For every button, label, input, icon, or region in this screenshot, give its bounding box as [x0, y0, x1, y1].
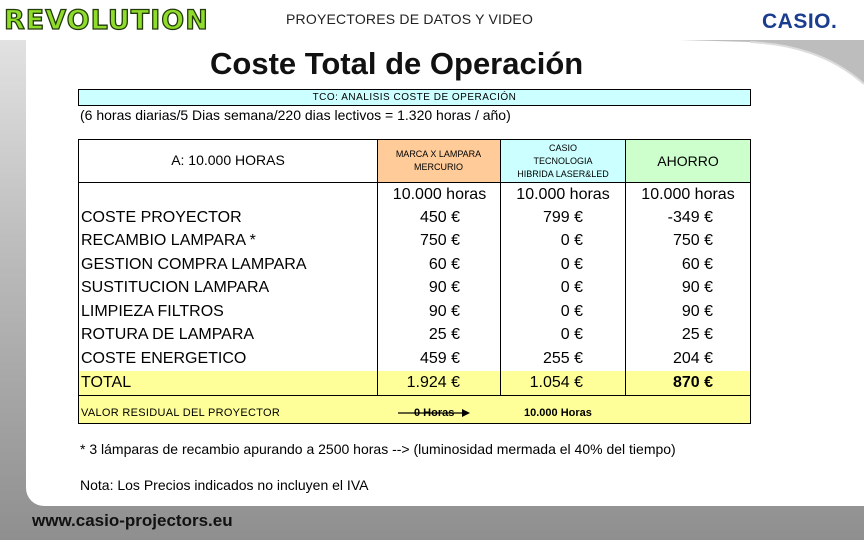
table-row: RECAMBIO LAMPARA * 750 € 0 € 750 € — [78, 229, 751, 252]
table-row: GESTION COMPRA LAMPARA 60 € 0 € 60 € — [78, 253, 751, 276]
column-header-mercurio-line1: MARCA X LAMPARA — [395, 149, 482, 159]
table-outer-border — [78, 139, 751, 424]
footnote: * 3 lámparas de recambio apurando a 2500… — [80, 441, 676, 457]
row-label: ROTURA DE LAMPARA — [81, 326, 255, 343]
total-ahorro: 870 € — [672, 374, 713, 391]
total-casio: 1.054 € — [529, 374, 583, 391]
arrow-right-icon — [398, 409, 470, 417]
header-band — [0, 0, 864, 40]
residual-row: VALOR RESIDUAL DEL PROYECTOR 0 Horas 10.… — [78, 396, 751, 423]
assumption-text: (6 horas diarias/5 Dias semana/220 dias … — [80, 107, 511, 123]
cell-casio: 0 € — [560, 232, 583, 249]
casio-logo: CASIO. — [762, 10, 837, 34]
total-divider-3 — [625, 371, 626, 396]
corner-swoosh — [680, 40, 864, 85]
column-header-mercurio: MARCA X LAMPARA MERCURIO — [377, 140, 500, 182]
table-row: SUSTITUCION LAMPARA 90 € 0 € 90 € — [78, 276, 751, 299]
cell-casio: 0 € — [560, 326, 583, 343]
total-divider-2 — [500, 371, 501, 396]
residual-mercurio: 0 Horas — [414, 407, 455, 419]
row-label: SUSTITUCION LAMPARA — [81, 279, 270, 296]
footer-website-link[interactable]: www.casio-projectors.eu — [32, 511, 233, 530]
content-panel — [26, 40, 864, 506]
table-row: LIMPIEZA FILTROS 90 € 0 € 90 € — [78, 300, 751, 323]
cell-mercurio: 25 € — [428, 326, 460, 343]
cell-mercurio: 60 € — [428, 256, 460, 273]
cell-ahorro: 90 € — [681, 303, 713, 320]
row-label: COSTE ENERGETICO — [81, 350, 247, 367]
casio-logo-dot: . — [831, 10, 838, 33]
cell-mercurio: 90 € — [428, 279, 460, 296]
table-row: ROTURA DE LAMPARA 25 € 0 € 25 € — [78, 323, 751, 346]
row-label: RECAMBIO LAMPARA * — [81, 232, 256, 249]
column-divider-1 — [377, 139, 378, 423]
column-divider-3 — [625, 139, 626, 397]
table-row: COSTE PROYECTOR 450 € 799 € -349 € — [78, 206, 751, 229]
column-header-ahorro: AHORRO — [626, 140, 750, 182]
total-mercurio: 1.924 € — [406, 374, 460, 391]
cell-mercurio: 90 € — [428, 303, 460, 320]
header-divider — [78, 182, 751, 183]
total-divider-1 — [377, 371, 378, 396]
cell-ahorro: 204 € — [672, 350, 713, 367]
hours-ahorro: 10.000 horas — [641, 186, 735, 203]
total-row: TOTAL 1.924 € 1.054 € 870 € — [78, 371, 751, 395]
page-title: Coste Total de Operación — [210, 46, 584, 81]
column-divider-2 — [500, 139, 501, 397]
cell-ahorro: -349 € — [667, 209, 713, 226]
total-label: TOTAL — [81, 374, 132, 391]
cell-ahorro: 60 € — [681, 256, 713, 273]
hours-row: 10.000 horas 10.000 horas 10.000 horas — [78, 183, 751, 206]
total-bottom-line — [78, 395, 751, 396]
hours-casio: 10.000 horas — [516, 186, 610, 203]
column-header-casio: CASIO TECNOLOGIA HIBRIDA LASER&LED — [501, 140, 625, 182]
cell-casio: 255 € — [542, 350, 583, 367]
column-header-casio-line1: CASIO — [548, 142, 577, 153]
revolution-logo: REVOLUTION — [3, 5, 209, 36]
price-note: Nota: Los Precios indicados no incluyen … — [80, 477, 369, 493]
tco-title-bar: TCO: ANALISIS COSTE DE OPERACIÓN — [78, 89, 751, 106]
row-label: COSTE PROYECTOR — [81, 209, 242, 226]
cell-ahorro: 25 € — [681, 326, 713, 343]
column-header-casio-line2: TECNOLOGIA — [533, 155, 593, 166]
cell-mercurio: 459 € — [419, 350, 460, 367]
cell-ahorro: 750 € — [672, 232, 713, 249]
cell-casio: 0 € — [560, 279, 583, 296]
header-title: PROYECTORES DE DATOS Y VIDEO — [286, 11, 534, 27]
corner-label: A: 10.000 HORAS — [171, 152, 285, 168]
hours-mercurio: 10.000 horas — [392, 186, 487, 203]
residual-label: VALOR RESIDUAL DEL PROYECTOR — [81, 407, 281, 419]
cell-casio: 0 € — [560, 256, 583, 273]
cell-casio: 799 € — [542, 209, 583, 226]
cell-ahorro: 90 € — [681, 279, 713, 296]
cell-mercurio: 750 € — [419, 232, 460, 249]
row-label: LIMPIEZA FILTROS — [81, 303, 224, 320]
row-label: GESTION COMPRA LAMPARA — [81, 256, 307, 273]
residual-casio: 10.000 Horas — [524, 407, 592, 419]
column-header-casio-line3: HIBRIDA LASER&LED — [517, 168, 609, 179]
cell-casio: 0 € — [560, 303, 583, 320]
casio-logo-text: CASIO — [762, 10, 832, 33]
table-row: COSTE ENERGETICO 459 € 255 € 204 € — [78, 347, 751, 370]
column-header-mercurio-line2: MERCURIO — [413, 162, 463, 172]
cell-mercurio: 450 € — [419, 209, 460, 226]
